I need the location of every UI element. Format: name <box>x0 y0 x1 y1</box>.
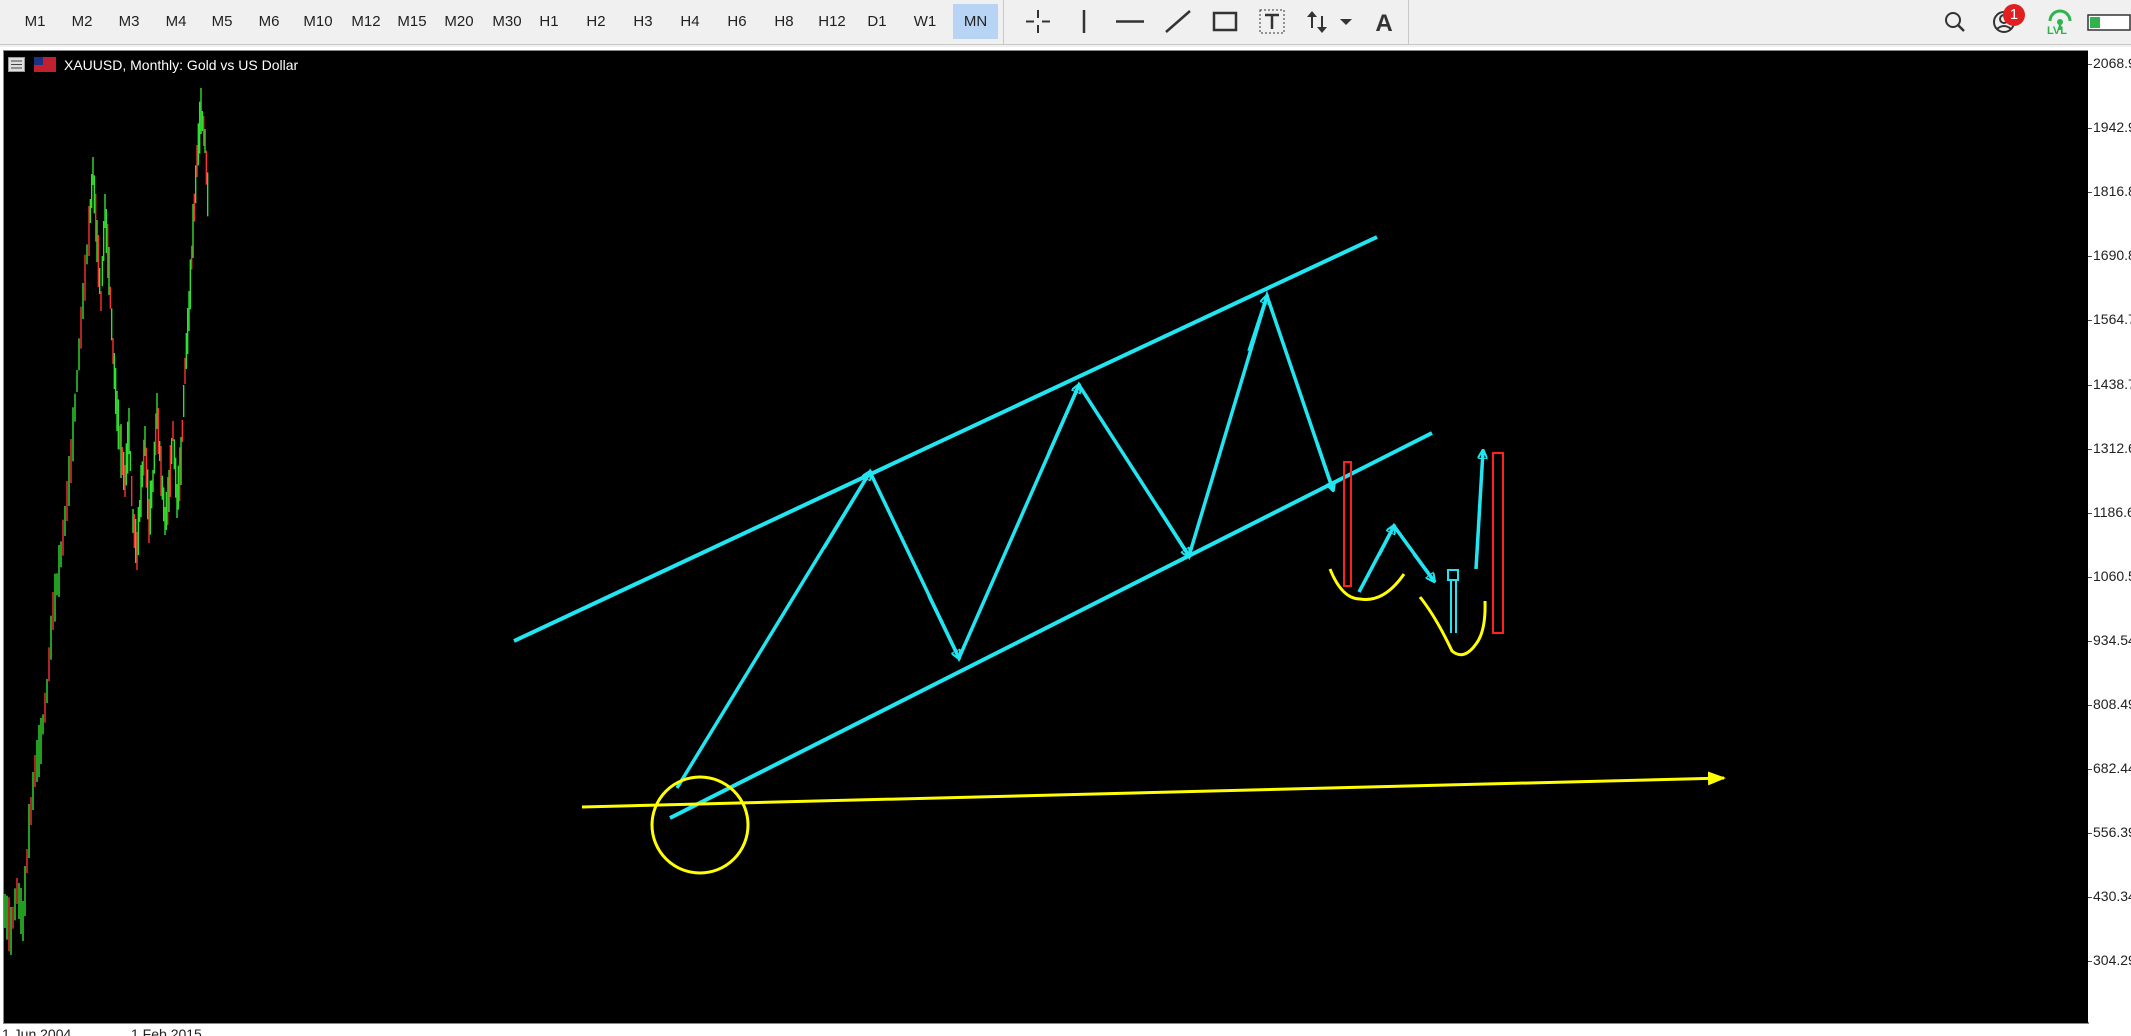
price-tick-label: 1186.6 <box>2093 503 2131 520</box>
price-tick-label: 304.29 <box>2093 952 2131 969</box>
timeframe-m12[interactable]: M12 <box>351 13 381 30</box>
timeframe-m4[interactable]: M4 <box>165 13 187 30</box>
timeframe-mn[interactable]: MN <box>953 4 998 39</box>
channel-lower-line[interactable] <box>669 431 1433 820</box>
chart-title: XAUUSD, Monthly: Gold vs US Dollar <box>64 57 299 73</box>
timeframe-w1[interactable]: W1 <box>913 13 937 30</box>
price-tick-label: 682.44 <box>2093 760 2131 777</box>
arrows-tool-icon[interactable] <box>1300 4 1360 39</box>
price-tick-label: 1564.7 <box>2093 311 2131 328</box>
price-tick-mark <box>2088 512 2092 514</box>
cyan-candle-marker[interactable] <box>1447 569 1459 581</box>
trend-line-tool-icon[interactable] <box>1158 4 1198 39</box>
timeframe-m10[interactable]: M10 <box>303 13 333 30</box>
price-tick-label: 1312.6 <box>2093 439 2131 456</box>
arrow-head-4 <box>1157 508 1189 556</box>
chart-window: XAUUSD, Monthly: Gold vs US Dollar <box>0 47 2131 1036</box>
price-tick-label: 1438.7 <box>2093 375 2131 392</box>
timeframe-h12[interactable]: H12 <box>818 13 846 30</box>
chart-drawing <box>4 88 1726 955</box>
small-arrow-head-2 <box>1412 552 1434 581</box>
symbol-flag-icon <box>34 57 56 72</box>
highlight-circle[interactable] <box>650 775 750 875</box>
price-tick-mark <box>2088 833 2092 835</box>
toolbar: M1 M2 M3 M4 M5 M6 M10 M12 M15 M20 M30 H1 H2 H3 H4 H6 H8 H… <box>0 0 2131 45</box>
small-arrow-head-1 <box>1377 526 1394 556</box>
horizontal-line-tool-icon[interactable] <box>1110 4 1150 39</box>
red-box-large[interactable] <box>1492 452 1504 634</box>
red-box-small[interactable] <box>1343 461 1352 587</box>
arrow-head-6 <box>1315 442 1333 490</box>
timeframe-h2[interactable]: H2 <box>586 13 606 30</box>
price-tick-mark <box>2088 769 2092 771</box>
price-tick-label: 1816.8 <box>2093 183 2131 200</box>
price-tick-label: 2068.9 <box>2093 55 2131 71</box>
price-tick-mark <box>2088 320 2092 322</box>
price-tick-label: 934.54 <box>2093 631 2131 648</box>
timeframe-h6[interactable]: H6 <box>727 13 747 30</box>
font-tool-icon[interactable]: A <box>1364 4 1404 39</box>
timeframe-m5[interactable]: M5 <box>211 13 233 30</box>
timeframe-h4[interactable]: H4 <box>680 13 700 30</box>
yellow-curve-1[interactable] <box>1328 568 1406 601</box>
arrow-head-1 <box>822 472 870 549</box>
price-tick-mark <box>2088 576 2092 578</box>
price-tick-mark <box>2088 128 2092 130</box>
arrow-head-5 <box>1247 296 1267 352</box>
timeframe-m6[interactable]: M6 <box>258 13 280 30</box>
price-tick-mark <box>2088 897 2092 899</box>
time-tick-label: 1 Feb 2015 <box>131 1026 202 1036</box>
arrow-head-2 <box>927 595 959 658</box>
price-tick-mark <box>2088 705 2092 706</box>
price-tick-mark <box>2088 961 2092 963</box>
timeframe-h8[interactable]: H8 <box>774 13 794 30</box>
price-tick-label: 808.49 <box>2093 696 2131 712</box>
timeframe-m15[interactable]: M15 <box>397 13 427 30</box>
timeframe-m1[interactable]: M1 <box>24 13 46 30</box>
price-tick-mark <box>2088 192 2092 194</box>
account-icon[interactable]: 1 <box>1988 4 2028 39</box>
timeframe-m3[interactable]: M3 <box>118 13 140 30</box>
battery-icon <box>2086 4 2131 39</box>
up-arrow[interactable] <box>1474 451 1483 570</box>
timeframe-m20[interactable]: M20 <box>444 13 474 30</box>
time-tick-label: 1 Jun 2004 <box>2 1026 72 1036</box>
vertical-line-tool-icon[interactable] <box>1064 4 1104 39</box>
zigzag-arrows[interactable] <box>675 290 1335 789</box>
notification-badge: 1 <box>2003 4 2025 26</box>
timeframe-h3[interactable]: H3 <box>633 13 653 30</box>
toolbar-separator <box>1003 0 1004 44</box>
timeframe-m30[interactable]: M30 <box>492 13 522 30</box>
crosshair-tool-icon[interactable] <box>1018 4 1058 39</box>
price-tick-mark <box>2088 640 2092 642</box>
price-tick-label: 1060.5 <box>2093 567 2131 584</box>
lvl-label: LVL <box>2047 25 2067 37</box>
text-tool-icon[interactable] <box>1252 4 1292 39</box>
time-axis[interactable]: 1 Jun 2004 1 Feb 2015 <box>0 1024 2088 1036</box>
toolbar-separator <box>1408 0 1409 44</box>
price-tick-label: 1690.8 <box>2093 247 2131 264</box>
timeframe-m2[interactable]: M2 <box>71 13 93 30</box>
price-axis[interactable]: 2068.9 1942.9 1816.8 1690.8 1564.7 1438.7 1312… <box>2088 47 2131 1022</box>
price-tick-mark <box>2088 256 2092 258</box>
search-icon[interactable] <box>1940 4 1970 39</box>
arrow-head-3 <box>1047 385 1079 454</box>
rectangle-tool-icon[interactable] <box>1205 4 1245 39</box>
price-tick-mark <box>2088 384 2092 386</box>
svg-text:A: A <box>1375 10 1392 37</box>
channel-upper-line[interactable] <box>513 235 1378 643</box>
yellow-curve-2[interactable] <box>1418 596 1487 657</box>
price-tick-label: 556.39 <box>2093 824 2131 841</box>
price-tick-mark <box>2088 64 2092 65</box>
chart-list-icon[interactable] <box>8 57 25 72</box>
signal-level-icon[interactable]: LVL <box>2044 4 2076 39</box>
chart-area[interactable]: XAUUSD, Monthly: Gold vs US Dollar <box>3 50 2089 1024</box>
price-tick-label: 430.34 <box>2093 888 2131 905</box>
support-arrow[interactable] <box>581 771 1726 809</box>
price-candles <box>4 88 209 955</box>
price-tick-label: 1942.9 <box>2093 119 2131 136</box>
price-tick-mark <box>2088 448 2092 450</box>
timeframe-h1[interactable]: H1 <box>539 13 559 30</box>
timeframe-d1[interactable]: D1 <box>867 13 887 30</box>
